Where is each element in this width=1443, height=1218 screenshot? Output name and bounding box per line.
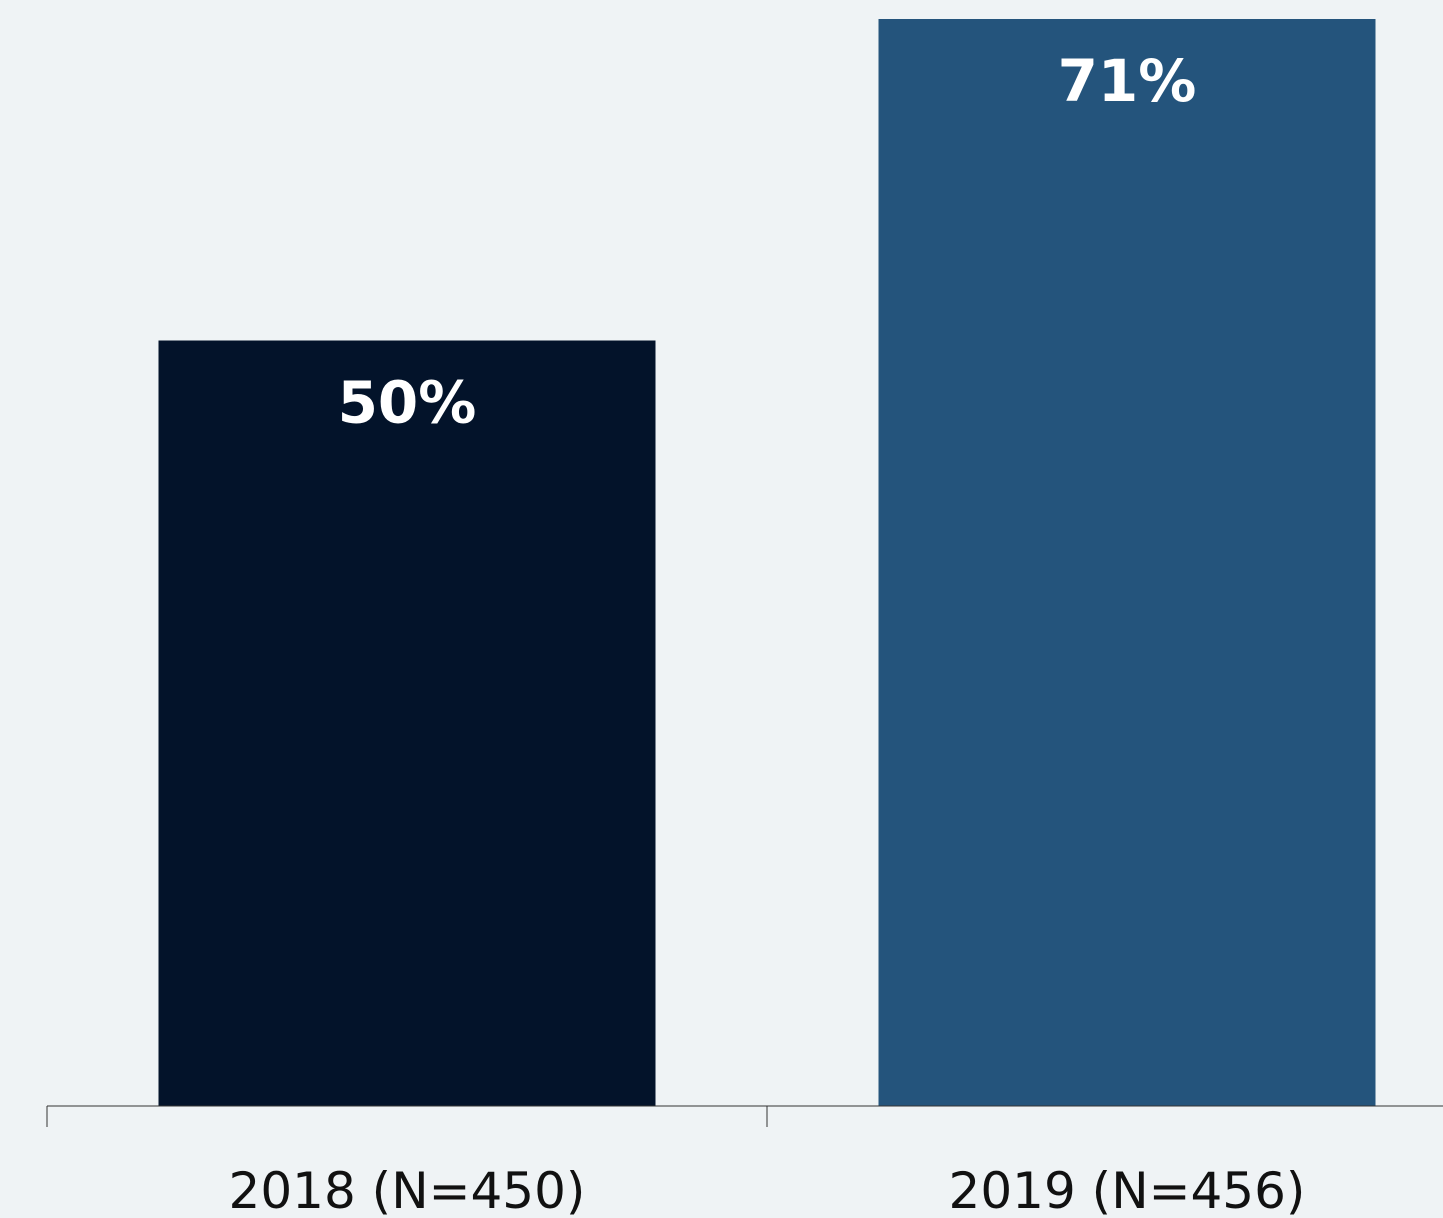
x-tick-label: 2019 (N=456) <box>949 1162 1306 1218</box>
x-tick-label: 2018 (N=450) <box>229 1162 586 1218</box>
bar <box>158 340 656 1106</box>
value-label: 71% <box>1058 47 1197 115</box>
value-label: 50% <box>338 369 477 437</box>
bar <box>878 19 1376 1106</box>
